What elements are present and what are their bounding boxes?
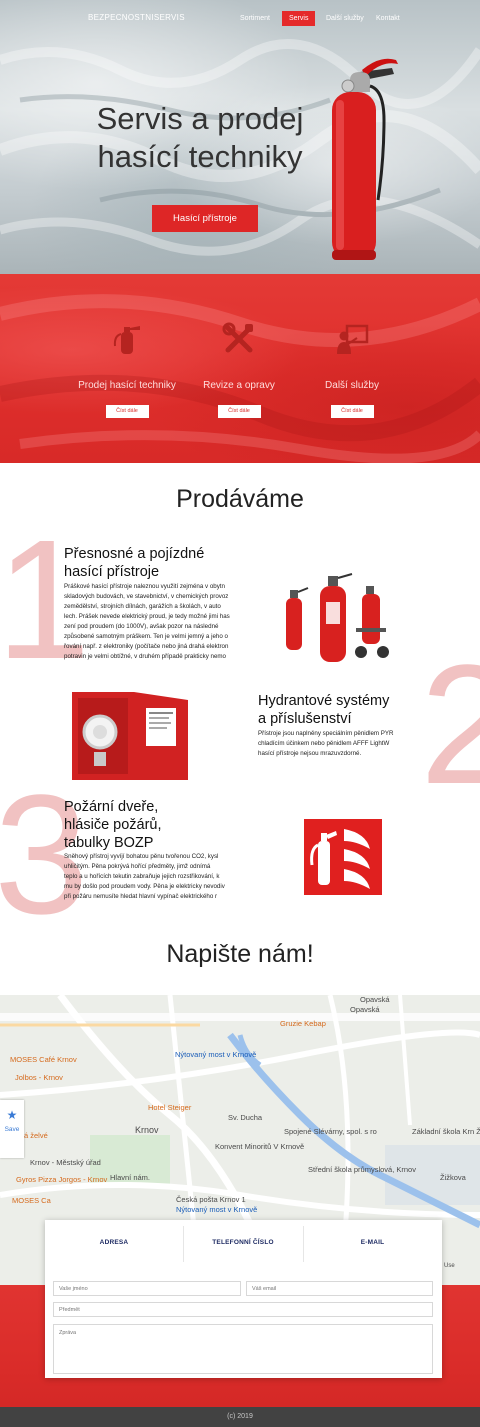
hero-section: Servis a prodej hasící techniky Hasící p…	[0, 0, 480, 274]
brand-logo[interactable]: BEZPECNOSTNISERVIS	[88, 13, 185, 22]
service-label: Prodej hasící techniky	[78, 380, 176, 391]
hero-cta-button[interactable]: Hasící přístroje	[152, 205, 258, 232]
map-label: Nýtovaný most v Krnově	[175, 1050, 257, 1059]
product-title-2-line1: Hydrantové systémy	[258, 693, 390, 709]
email-input[interactable]	[246, 1281, 433, 1296]
service-card-dalsi: Další služby Číst dále	[287, 322, 417, 418]
map-label: Hlavní nám.	[110, 1173, 151, 1182]
map-label: Žižkova	[440, 1173, 466, 1182]
info-phone: TELEFONNÍ ČÍSLO	[212, 1239, 274, 1246]
map-use-label[interactable]: Use	[444, 1263, 455, 1269]
map-label: MOSES Ca	[12, 1196, 51, 1205]
map-label: Krnov - Městský úřad	[30, 1158, 101, 1167]
service-card-prodej: Prodej hasící techniky Číst dále	[62, 322, 192, 418]
nav-item-sortiment[interactable]: Sortiment	[240, 15, 270, 22]
product-title-3-line2: hlásiče požárů,	[64, 817, 162, 833]
fire-extinguisher-sign-icon	[304, 819, 382, 895]
product-text-2: Přístroje jsou naplněny speciálním pěnid…	[258, 730, 394, 757]
map-label: Sv. Ducha	[228, 1113, 263, 1122]
read-more-button[interactable]: Číst dále	[330, 405, 374, 418]
map-label: Česká pošta Krnov 1	[176, 1195, 246, 1204]
product-title-2-line2: a příslušenství	[258, 711, 352, 727]
teacher-icon	[337, 324, 369, 354]
nav-item-kontakt[interactable]: Kontakt	[376, 15, 400, 22]
product-text-1: Práškové hasící přístroje naleznou využi…	[64, 583, 230, 660]
top-navigation: BEZPECNOSTNISERVIS Sortiment Servis Dalš…	[0, 0, 480, 36]
map-label: Střední škola průmyslová, Krnov	[308, 1165, 416, 1174]
product-text-3: Sněhový přístroj vyvíjí bohatou pěnu tvo…	[64, 853, 225, 900]
info-address: ADRESA	[99, 1239, 129, 1246]
contact-card: ADRESA TELEFONNÍ ČÍSLO E-MAIL	[45, 1220, 442, 1378]
product-title-1-line1: Přesnosné a pojízdné	[64, 546, 205, 562]
divider	[183, 1226, 184, 1262]
product-title-1: Přesnosné a pojízdné hasící přístroje	[64, 545, 204, 581]
fire-extinguisher-image	[332, 58, 398, 260]
save-label: Save	[4, 1126, 20, 1133]
map-label: Nýtovaný most v Krnově	[176, 1205, 258, 1214]
map-label: Gruzie Kebap	[280, 1019, 326, 1028]
product-title-3: Požární dveře, hlásiče požárů, tabulky B…	[64, 798, 162, 852]
product-title-3-line1: Požární dveře,	[64, 799, 159, 815]
tools-icon	[222, 322, 253, 353]
product-title-1-line2: hasící přístroje	[64, 564, 160, 580]
map-label: Krnov	[135, 1125, 159, 1135]
product-number-1: 1	[0, 505, 91, 695]
map-label: Jolbos - Krnov	[15, 1073, 63, 1082]
map-save-button[interactable]: ★ Save	[0, 1100, 24, 1158]
subject-input[interactable]	[53, 1302, 433, 1317]
product-title-3-line3: tabulky BOZP	[64, 835, 154, 851]
nav-item-servis[interactable]: Servis	[282, 11, 316, 26]
read-more-button[interactable]: Číst dále	[105, 405, 149, 418]
service-label: Revize a opravy	[203, 380, 275, 391]
map-label: Konvent Minoritů V Krnově	[215, 1142, 305, 1151]
product-title-2: Hydrantové systémy a příslušenství	[258, 692, 389, 728]
name-input[interactable]	[53, 1281, 241, 1296]
product-number-3: 3	[0, 760, 89, 950]
map-label: Gyros Pizza Jorgos - Krnov	[16, 1175, 108, 1184]
map-label: Spojené Slévárny, spol. s ro	[284, 1127, 377, 1136]
service-card-revize: Revize a opravy Číst dále	[174, 322, 304, 418]
services-band: Prodej hasící techniky Číst dále Revize …	[0, 274, 480, 463]
portable-extinguishers-image	[286, 573, 389, 662]
extinguisher-icon	[113, 326, 140, 354]
map-label: MOSES Café Krnov	[10, 1055, 77, 1064]
star-icon: ★	[6, 1108, 18, 1122]
divider	[303, 1226, 304, 1262]
products-title: Prodáváme	[176, 485, 304, 513]
hero-title: Servis a prodej hasící techniky	[60, 100, 340, 176]
read-more-button[interactable]: Číst dále	[217, 405, 261, 418]
info-email: E-MAIL	[360, 1239, 385, 1246]
hero-title-line1: Servis a prodej	[96, 101, 304, 136]
message-textarea[interactable]	[53, 1324, 433, 1374]
map-label: Základní škola Krn Žižkova 3, okres	[412, 1127, 480, 1136]
hydrant-cabinet-image	[72, 692, 188, 780]
nav-item-dalsi-sluzby[interactable]: Další služby	[326, 15, 364, 22]
footer-copyright: (c) 2019	[0, 1407, 480, 1427]
map-label: Hotel Steiger	[148, 1103, 192, 1112]
contact-title: Napište nám!	[166, 940, 314, 968]
map-label: Opavská	[360, 995, 390, 1004]
service-label: Další služby	[325, 380, 379, 391]
water-texture	[0, 39, 480, 256]
map-label: á želvé	[24, 1131, 48, 1140]
hero-title-line2: hasící techniky	[97, 139, 303, 174]
product-number-2: 2	[420, 630, 480, 820]
map-label: Opavská	[350, 1005, 380, 1014]
